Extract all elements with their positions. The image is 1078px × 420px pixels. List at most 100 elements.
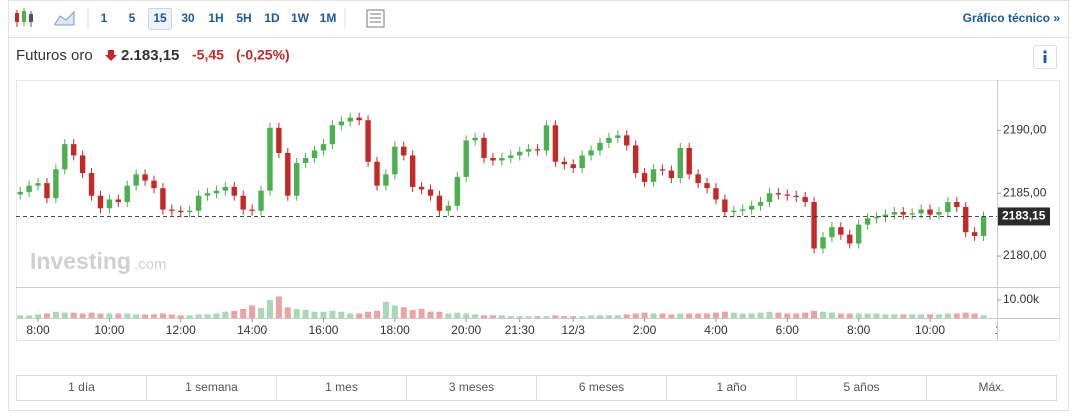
range-button[interactable]: 1 mes [325, 380, 358, 394]
area-icon[interactable] [54, 10, 75, 26]
range-button[interactable]: 6 meses [579, 380, 624, 394]
volume-bar [79, 313, 86, 318]
volume-bar [177, 315, 184, 318]
volume-bar [204, 314, 211, 318]
volume-bar [757, 312, 764, 318]
volume-bar [882, 314, 889, 318]
interval-button[interactable]: 1W [291, 11, 310, 25]
volume-bar [650, 313, 657, 318]
candle-icon[interactable] [15, 8, 33, 27]
volume-bar [579, 316, 586, 318]
candle-body [686, 147, 692, 175]
technical-chart-link[interactable]: Gráfico técnico » [963, 11, 1061, 25]
candle-body [338, 121, 345, 126]
interval-button[interactable]: 5H [236, 11, 251, 25]
candle-body [793, 195, 799, 197]
plot: 2180,00 2185,00 2190,00 10.00k 8:00 10:00 12:0… [16, 112, 1050, 337]
price-change: -5,45 [192, 47, 224, 63]
volume-bar [43, 313, 50, 318]
volume-bar [374, 310, 380, 318]
candle-body [909, 213, 915, 215]
x-tick-label: 16:00 [308, 323, 338, 337]
range-button[interactable]: 1 semana [185, 380, 238, 394]
interval-button[interactable]: 1M [320, 11, 337, 25]
volume-bar [695, 313, 702, 318]
candle-body [249, 209, 255, 211]
volume-bar [266, 300, 273, 318]
candle-body [276, 127, 282, 153]
volume-bar [837, 313, 844, 318]
candle-body [838, 227, 844, 235]
range-button[interactable]: 3 meses [449, 380, 494, 394]
interval-selected[interactable] [148, 8, 172, 30]
volume-bar [249, 305, 256, 318]
candle-body [891, 212, 898, 215]
range-button[interactable]: 1 día [68, 380, 95, 394]
candle-body [517, 151, 523, 156]
volume-bar [632, 313, 639, 318]
volume-bar [561, 316, 568, 318]
volume-bar [704, 313, 711, 318]
x-tick-label: 20:00 [451, 323, 481, 337]
volume-bar [17, 315, 24, 318]
x-tick-label: 10:00 [915, 323, 945, 337]
interval-button[interactable]: 1D [264, 11, 280, 25]
x-tick-label: 6:00 [776, 323, 800, 337]
volume-bar [641, 312, 648, 318]
volume-bar [516, 316, 523, 318]
candle-body [106, 199, 113, 209]
volume-bar [900, 314, 907, 318]
info-button[interactable] [1033, 45, 1057, 69]
volume-bar [106, 313, 113, 318]
candle-body [864, 218, 871, 225]
volume-bar [329, 310, 336, 318]
instrument-name: Futuros oro [16, 47, 93, 64]
candle-body [26, 185, 32, 192]
candle-body [267, 127, 273, 191]
candle-body [383, 174, 389, 186]
candle-body [365, 120, 371, 162]
range-button[interactable]: Máx. [978, 380, 1004, 394]
interval-button[interactable]: 5 [129, 11, 136, 25]
candle-body [35, 183, 41, 186]
candle-body [775, 193, 782, 195]
volume-bar [953, 313, 960, 318]
volume-bar [623, 314, 630, 318]
last-price: 2.183,15 [121, 47, 179, 64]
volume-bar [463, 313, 470, 318]
candle-body [329, 125, 336, 145]
candle-body [151, 180, 157, 189]
candle-body [231, 186, 237, 196]
volume-bar [677, 313, 684, 318]
table-icon[interactable] [366, 9, 385, 28]
interval-button[interactable]: 1 [101, 11, 108, 25]
candle-body [311, 150, 318, 158]
candle-body [971, 232, 978, 236]
candle-body [847, 234, 853, 244]
y-tick-label: 2180,00 [1003, 248, 1047, 262]
x-tick-label: 14:00 [237, 323, 267, 337]
interval-button[interactable]: 15 [153, 11, 167, 25]
volume-bar [52, 311, 59, 318]
volume-bar [222, 311, 229, 318]
range-button[interactable]: 1 año [716, 380, 746, 394]
interval-button[interactable]: 1H [208, 11, 223, 25]
volume-bar [347, 313, 354, 318]
volume-tick-label: 10.00k [1003, 292, 1040, 306]
x-tick-label: 12 [995, 323, 1009, 337]
volume-bar [909, 314, 916, 318]
volume-bar [275, 296, 282, 318]
volume-bar [730, 312, 737, 318]
candle-body [169, 209, 175, 211]
volume-bar [525, 316, 532, 318]
volume-bar [534, 316, 541, 318]
interval-button[interactable]: 30 [181, 11, 195, 25]
volume-bar [927, 314, 934, 318]
volume-bar [828, 312, 835, 318]
range-button[interactable]: 5 años [843, 380, 879, 394]
volume-bar [436, 311, 443, 318]
volume-bar [668, 314, 675, 318]
volume-bar [124, 313, 131, 318]
candle-body [980, 216, 987, 236]
